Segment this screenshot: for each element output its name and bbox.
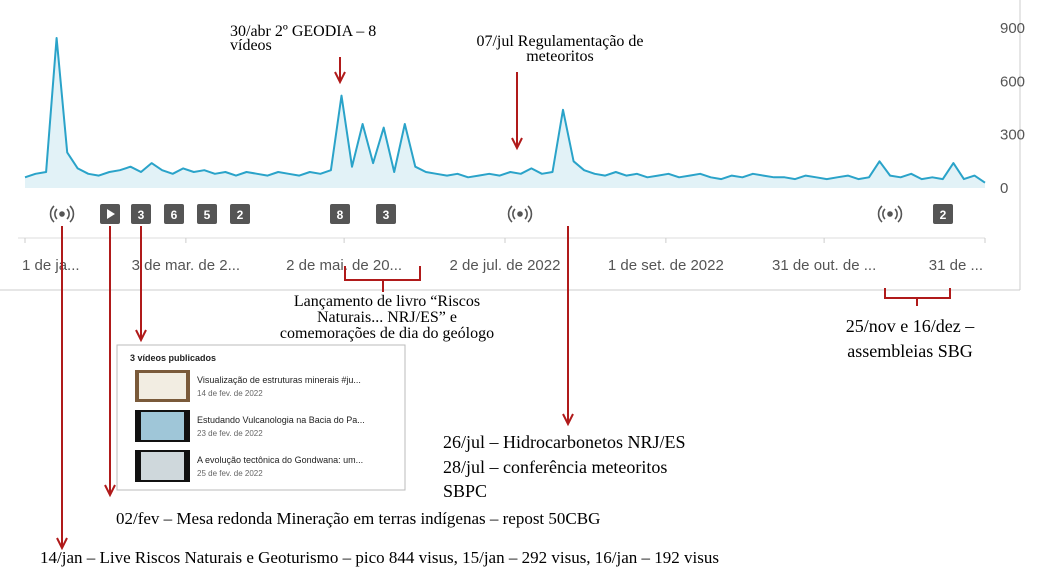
live-icon: [507, 205, 533, 223]
annotation: Naturais... NRJ/ES” e: [317, 309, 457, 326]
event-box: [164, 204, 184, 224]
live-icon: [49, 205, 75, 223]
video-title: Visualização de estruturas minerais #ju.…: [197, 375, 361, 385]
thumbnail: [141, 412, 184, 440]
x-tick-label: 1 de ja...: [22, 257, 80, 274]
x-tick-label: 2 de mai. de 20...: [286, 257, 402, 274]
x-tick-label: 1 de set. de 2022: [608, 257, 724, 274]
event-count: 2: [940, 208, 947, 222]
video-title: Estudando Vulcanologia na Bacia do Pa...: [197, 415, 365, 425]
y-tick-label: 0: [1000, 180, 1008, 197]
plot: 0 300 600 900 1 de ja... 3 de mar. de 2... 2 d…: [22, 20, 1025, 274]
annotation: vídeos: [230, 37, 272, 54]
thumbnail: [139, 373, 186, 399]
event-box: [376, 204, 396, 224]
event-box: [933, 204, 953, 224]
event-count: 5: [204, 208, 211, 222]
live-icon: [877, 205, 903, 223]
inset-title: 3 vídeos publicados: [130, 353, 216, 363]
video-date: 25 de fev. de 2022: [197, 469, 263, 478]
area: [25, 38, 985, 188]
event-count: 2: [237, 208, 244, 222]
thumbnails: [135, 370, 190, 482]
y-tick-label: 600: [1000, 73, 1025, 90]
event-count: 6: [171, 208, 178, 222]
x-tick-label: 2 de jul. de 2022: [450, 257, 561, 274]
arrows: [56, 57, 951, 551]
line: [24, 37, 986, 184]
event-box: [230, 204, 250, 224]
event-count: 3: [138, 208, 145, 222]
inset-videos: Visualização de estruturas minerais #ju.…: [197, 375, 365, 478]
annotation: comemorações de dia do geólogo: [280, 325, 494, 342]
event-box: [131, 204, 151, 224]
x-tick-label: 3 de mar. de 2...: [132, 257, 240, 274]
annotation: Lançamento de livro “Riscos: [294, 293, 480, 310]
annotation: 25/nov e 16/dez –: [846, 316, 975, 336]
event-box: [330, 204, 350, 224]
y-tick-label: 900: [1000, 20, 1025, 37]
event-count: 8: [337, 208, 344, 222]
annotation: 30/abr 2º GEODIA – 8: [230, 23, 376, 40]
annotation: 26/jul – Hidrocarbonetos NRJ/ES: [443, 432, 685, 452]
event-box: [197, 204, 217, 224]
annotation: 14/jan – Live Riscos Naturais e Geoturis…: [40, 548, 719, 567]
video-title: A evolução tectônica do Gondwana: um...: [197, 455, 363, 465]
event-row: [49, 205, 903, 223]
thumbnail: [141, 452, 184, 480]
annotation: meteoritos: [526, 48, 594, 65]
annotation: assembleias SBG: [847, 341, 973, 361]
play-triangle: [107, 209, 115, 219]
annotation: 07/jul Regulamentação de: [476, 33, 643, 50]
video-date: 23 de fev. de 2022: [197, 429, 263, 438]
video-date: 14 de fev. de 2022: [197, 389, 263, 398]
annotation: 02/fev – Mesa redonda Mineração em terra…: [116, 509, 600, 528]
annotation: SBPC: [443, 481, 487, 501]
x-tick-label: 31 de ...: [929, 257, 983, 274]
event-count: 3: [383, 208, 390, 222]
event-boxes: 3 6 5 2 8 3 2: [131, 204, 953, 224]
annotation: 28/jul – conferência meteoritos: [443, 457, 667, 477]
x-tick-label: 31 de out. de ...: [772, 257, 876, 274]
y-tick-label: 300: [1000, 127, 1025, 144]
